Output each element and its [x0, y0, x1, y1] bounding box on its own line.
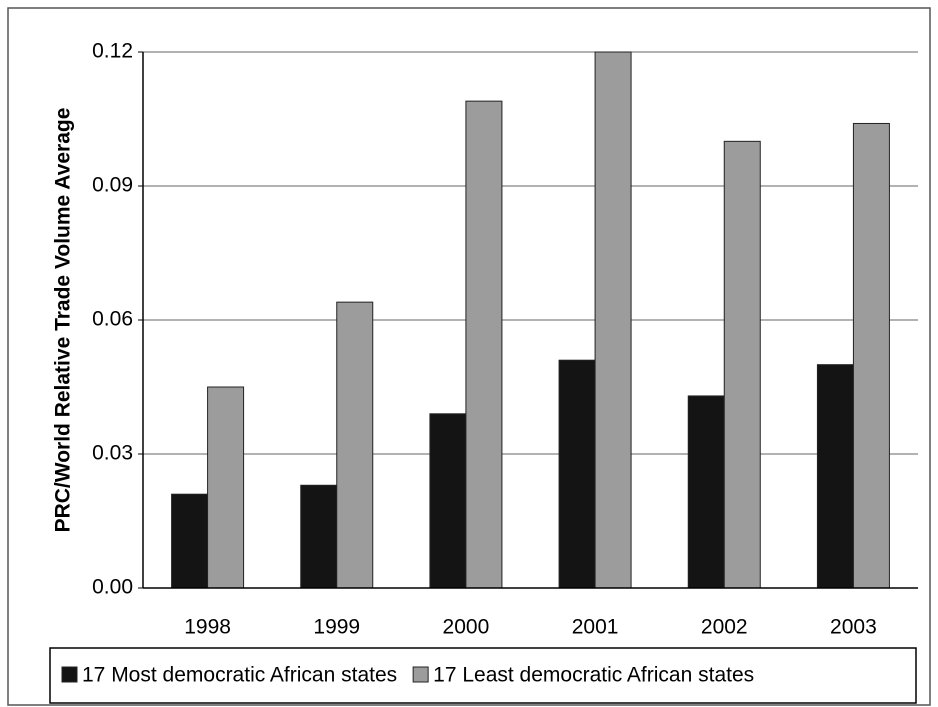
bar	[594, 51, 632, 589]
x-tick-label: 2002	[701, 616, 748, 639]
bar	[300, 484, 338, 589]
y-tick-label: 0.09	[92, 174, 133, 197]
x-tick-label: 1999	[313, 616, 360, 639]
bar	[465, 100, 503, 589]
legend-box	[49, 647, 917, 704]
bar	[687, 395, 725, 589]
bar	[171, 493, 209, 589]
legend-swatch	[412, 666, 429, 683]
x-tick-label: 2001	[572, 616, 619, 639]
x-tick-label: 2003	[830, 616, 877, 639]
bar	[558, 359, 596, 589]
y-tick-label: 0.03	[92, 442, 133, 465]
y-tick-label: 0.06	[92, 308, 133, 331]
bar	[336, 301, 374, 589]
x-tick-label: 1998	[184, 616, 231, 639]
bar	[207, 386, 245, 589]
legend-swatch	[61, 666, 78, 683]
x-tick-label: 2000	[443, 616, 490, 639]
legend-label: 17 Most democratic African states	[82, 664, 397, 687]
legend-label: 17 Least democratic African states	[433, 664, 754, 687]
y-tick-label: 0.00	[92, 576, 133, 599]
y-axis-label: PRC/World Relative Trade Volume Average	[52, 108, 75, 533]
bar	[852, 122, 890, 589]
bar	[723, 140, 761, 589]
bar	[816, 364, 854, 589]
y-tick-label: 0.12	[92, 40, 133, 63]
bar	[429, 413, 467, 589]
